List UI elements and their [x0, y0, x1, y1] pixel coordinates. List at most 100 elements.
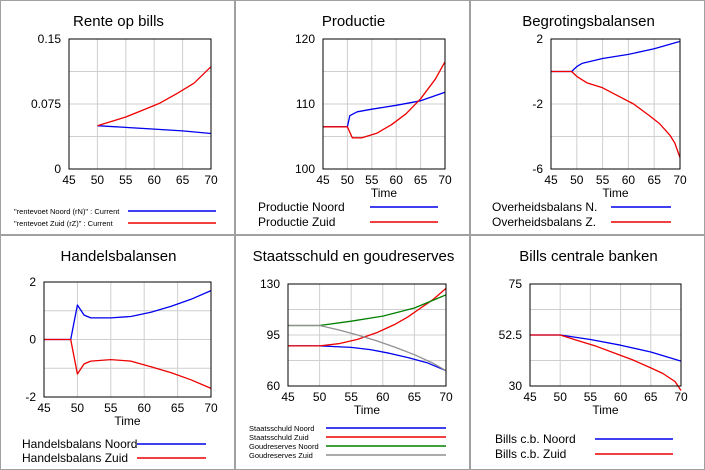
series-line-handelsbalans-noord	[44, 290, 212, 341]
chart-panel-begrotingsbalansen: Begrotingsbalansen 45 50 55 60 65 70 -6 -2 2 Time O…	[470, 0, 705, 235]
y-tick-label: -2	[532, 97, 543, 111]
x-tick-label: 70	[204, 173, 218, 187]
x-tick-label: 45	[37, 401, 51, 415]
y-tick-label: -6	[532, 162, 543, 176]
x-tick-label: 45	[281, 390, 295, 404]
chart-svg: Handelsbalansen 45 50 55 60 65 70 -2 0 2 Time Hande…	[22, 248, 218, 465]
series-line-handelsbalans-zuid	[44, 338, 212, 389]
series-line-productie-zuid	[323, 61, 446, 139]
x-tick-label: 65	[176, 173, 190, 187]
series-line-overheidsbalans-n	[551, 40, 681, 73]
x-tick-label: 60	[614, 390, 628, 404]
series-line-goudreserves-noord	[288, 294, 447, 327]
x-tick-label: 55	[119, 173, 133, 187]
x-tick-label: 45	[62, 173, 76, 187]
chart-title: Productie	[322, 13, 385, 30]
series-line-staatsschuld-noord	[288, 345, 447, 372]
chart-svg: Staatsschuld en goudreserves 45 50 55 60 65 70…	[249, 248, 455, 460]
chart-panel-bills-centrale-banken: Bills centrale banken 45 50 55 60 65 70 30 52.5 7…	[470, 235, 705, 470]
x-tick-label: 65	[414, 173, 428, 187]
chart-svg: Rente op bills 45 50 55 60 65 70 0 0.075 0.15 "ren…	[14, 13, 218, 228]
y-tick-label: 0.15	[38, 32, 62, 46]
chart-svg: Begrotingsbalansen 45 50 55 60 65 70 -6 -2 2 Time O…	[492, 13, 687, 229]
x-tick-label: 50	[570, 173, 584, 187]
legend-label-handelsbalans-noord: Handelsbalans Noord	[22, 437, 137, 451]
legend-label-staatsschuld-zuid: Staatsschuld Zuid	[249, 433, 309, 442]
x-tick-label: 65	[644, 390, 658, 404]
y-tick-label: 30	[509, 379, 523, 393]
legend-label-productie-zuid: Productie Zuid	[258, 215, 335, 229]
x-tick-label: 60	[148, 173, 162, 187]
chart-title: Handelsbalansen	[61, 248, 177, 265]
x-tick-label: 45	[523, 390, 537, 404]
y-tick-label: 95	[267, 328, 281, 342]
legend-label-staatsschuld-noord: Staatsschuld Noord	[249, 424, 314, 433]
x-axis-title: Time	[114, 414, 141, 428]
y-tick-label: 75	[509, 277, 523, 291]
legend-label-bills-c-b-noord: Bills c.b. Noord	[495, 432, 576, 446]
y-tick-label: 52.5	[499, 328, 523, 342]
legend-label-rentevoet-noord-rn-current: "rentevoet Noord (rN)" : Current	[14, 207, 120, 216]
series-line-bills-c-b-zuid	[530, 334, 682, 391]
plot-frame	[322, 38, 446, 170]
x-tick-label: 55	[584, 390, 598, 404]
plot-frame	[68, 38, 212, 170]
x-axis-title: Time	[371, 186, 398, 200]
x-tick-label: 70	[438, 173, 452, 187]
legend-label-rentevoet-zuid-rz-current: "rentevoet Zuid (rZ)" : Current	[14, 219, 114, 228]
y-tick-label: 60	[267, 379, 281, 393]
plot-frame	[43, 281, 212, 398]
x-tick-label: 50	[71, 401, 85, 415]
series-line-rentevoet-zuid-rz-current	[97, 66, 212, 127]
series-line-productie-noord	[323, 91, 446, 128]
chart-panel-staatsschuld-en-goudreserves: Staatsschuld en goudreserves 45 50 55 60 65 70…	[235, 235, 470, 470]
legend-label-overheidsbalans-n: Overheidsbalans N.	[492, 200, 597, 214]
x-tick-label: 55	[365, 173, 379, 187]
legend-label-handelsbalans-zuid: Handelsbalans Zuid	[22, 451, 128, 465]
legend-label-bills-c-b-zuid: Bills c.b. Zuid	[495, 447, 566, 461]
plot-frame	[287, 283, 447, 387]
y-tick-label: -2	[25, 390, 36, 404]
x-tick-label: 55	[596, 173, 610, 187]
x-tick-label: 50	[91, 173, 105, 187]
y-tick-label: 120	[295, 32, 315, 46]
x-tick-label: 60	[138, 401, 152, 415]
y-tick-label: 0	[29, 333, 36, 347]
chart-title: Rente op bills	[73, 13, 164, 30]
chart-title: Staatsschuld en goudreserves	[253, 248, 455, 265]
legend-label-productie-noord: Productie Noord	[258, 200, 345, 214]
chart-svg: Bills centrale banken 45 50 55 60 65 70 30 52.5 7…	[495, 248, 688, 461]
x-tick-label: 65	[408, 390, 422, 404]
plot-frame	[529, 283, 682, 387]
series-line-goudreserves-zuid	[288, 324, 447, 372]
x-tick-label: 50	[341, 173, 355, 187]
x-tick-label: 45	[544, 173, 558, 187]
x-tick-label: 70	[204, 401, 218, 415]
x-tick-label: 60	[376, 390, 390, 404]
x-tick-label: 65	[171, 401, 185, 415]
chart-svg: Productie 45 50 55 60 65 70 100 110 120 Time Produc…	[258, 13, 452, 229]
chart-panel-rente-op-bills: Rente op bills 45 50 55 60 65 70 0 0.075 0.15 "ren…	[0, 0, 235, 235]
x-tick-label: 70	[674, 390, 688, 404]
legend-label-overheidsbalans-z: Overheidsbalans Z.	[492, 215, 596, 229]
x-tick-label: 60	[622, 173, 636, 187]
x-tick-label: 60	[390, 173, 404, 187]
x-tick-label: 50	[554, 390, 568, 404]
y-tick-label: 2	[29, 275, 36, 289]
series-line-bills-c-b-noord	[530, 334, 682, 362]
plot-frame	[550, 38, 681, 170]
x-tick-label: 65	[648, 173, 662, 187]
x-axis-title: Time	[354, 403, 381, 417]
y-tick-label: 0.075	[31, 97, 61, 111]
y-tick-label: 0	[54, 162, 61, 176]
x-axis-title: Time	[592, 403, 619, 417]
series-line-staatsschuld-zuid	[288, 287, 447, 347]
legend-label-goudreserves-zuid: Goudreserves Zuid	[249, 451, 313, 460]
x-tick-label: 70	[673, 173, 687, 187]
x-tick-label: 70	[439, 390, 453, 404]
y-tick-label: 110	[296, 97, 315, 111]
chart-panel-handelsbalansen: Handelsbalansen 45 50 55 60 65 70 -2 0 2 Time Hande…	[0, 235, 235, 470]
chart-panel-productie: Productie 45 50 55 60 65 70 100 110 120 Time Produc…	[235, 0, 470, 235]
y-tick-label: 130	[260, 277, 280, 291]
